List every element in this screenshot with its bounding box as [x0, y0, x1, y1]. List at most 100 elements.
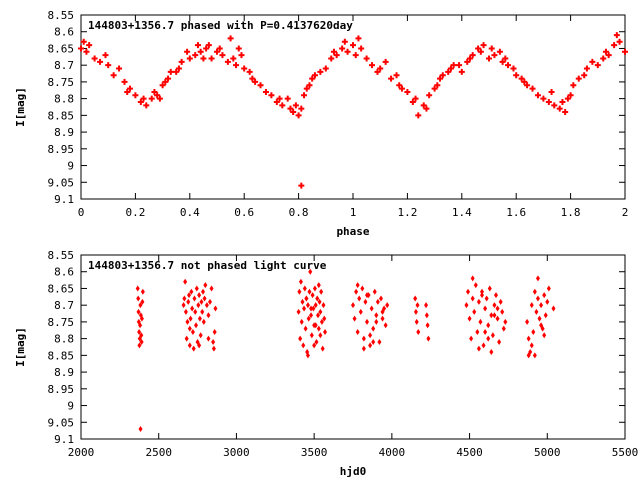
- data-point: [534, 308, 539, 315]
- data-point: [312, 285, 317, 292]
- data-point: [355, 35, 362, 42]
- data-point: [205, 42, 212, 49]
- data-point: [360, 285, 365, 292]
- data-point: [321, 302, 326, 309]
- data-point: [102, 52, 109, 59]
- data-point: [583, 65, 590, 72]
- data-point: [194, 285, 199, 292]
- data-points: [78, 32, 628, 189]
- data-point: [355, 328, 360, 335]
- data-point: [297, 288, 302, 295]
- x-tick-label: 3000: [223, 446, 250, 459]
- data-point: [298, 335, 303, 342]
- data-point: [503, 318, 508, 325]
- data-point: [374, 312, 379, 319]
- y-tick-label: 8.85: [48, 349, 75, 362]
- y-tick-label: 8.55: [48, 9, 75, 22]
- data-point: [124, 88, 131, 95]
- data-point: [148, 95, 155, 102]
- x-tick-label: 1.6: [506, 206, 526, 219]
- data-point: [537, 315, 542, 322]
- x-tick-label: 5000: [534, 446, 561, 459]
- data-point: [313, 302, 318, 309]
- data-point: [546, 285, 551, 292]
- x-tick-label: 0.4: [180, 206, 200, 219]
- data-point: [189, 288, 194, 295]
- data-point: [208, 298, 213, 305]
- data-point: [194, 42, 201, 49]
- x-tick-label: 2000: [68, 446, 95, 459]
- data-point: [380, 315, 385, 322]
- data-point: [450, 62, 457, 69]
- chart-title: 144803+1356.7 phased with P=0.4137620day: [88, 19, 353, 32]
- data-point: [328, 55, 335, 62]
- y-tick-label: 9.05: [48, 176, 75, 189]
- data-point: [368, 342, 373, 349]
- data-point: [238, 52, 245, 59]
- data-point: [502, 55, 509, 62]
- y-tick-label: 8.55: [48, 249, 75, 262]
- data-point: [317, 298, 322, 305]
- data-point: [424, 302, 429, 309]
- data-point: [194, 322, 199, 329]
- data-point: [213, 305, 218, 312]
- data-point: [303, 85, 310, 92]
- data-point: [140, 95, 147, 102]
- y-tick-label: 8.6: [54, 266, 74, 279]
- data-point: [309, 312, 314, 319]
- x-tick-label: 2: [622, 206, 629, 219]
- data-point: [154, 92, 161, 99]
- data-point: [165, 75, 172, 82]
- data-point: [518, 75, 525, 82]
- data-point: [83, 48, 90, 55]
- x-tick-label: 1.4: [452, 206, 472, 219]
- data-point: [136, 308, 141, 315]
- data-point: [203, 282, 208, 289]
- data-point: [570, 82, 577, 89]
- y-axis-ticks: 8.55 8.6 8.65 8.7 8.75 8.8 8.85 8.9 8.95 9 9.05 9.1: [48, 9, 625, 206]
- data-point: [458, 68, 465, 75]
- data-point: [219, 52, 226, 59]
- data-point: [510, 65, 517, 72]
- data-point: [486, 322, 491, 329]
- data-point: [481, 342, 486, 349]
- data-point: [202, 295, 207, 302]
- data-point: [413, 308, 418, 315]
- data-point: [300, 298, 305, 305]
- data-point: [434, 82, 441, 89]
- data-point: [183, 278, 188, 285]
- data-point: [382, 58, 389, 65]
- y-tick-label: 8.65: [48, 282, 75, 295]
- data-point: [486, 335, 491, 342]
- data-point: [416, 328, 421, 335]
- data-point: [185, 318, 190, 325]
- data-point: [420, 102, 427, 109]
- data-point: [605, 52, 612, 59]
- data-point: [486, 55, 492, 62]
- data-point: [567, 92, 574, 99]
- data-point: [526, 335, 531, 342]
- data-point: [121, 78, 128, 85]
- y-tick-label: 9: [67, 160, 74, 173]
- data-point: [316, 312, 321, 319]
- data-point: [393, 72, 400, 79]
- data-point: [156, 95, 163, 102]
- plot-frame: [80, 254, 626, 440]
- data-point: [425, 322, 430, 329]
- x-tick-label: 1.8: [561, 206, 581, 219]
- data-point: [315, 295, 320, 302]
- data-point: [200, 55, 207, 62]
- data-point: [529, 342, 534, 349]
- data-point: [539, 302, 544, 309]
- data-point: [323, 328, 328, 335]
- data-point: [372, 288, 377, 295]
- data-point: [431, 85, 438, 92]
- data-point: [257, 82, 264, 89]
- data-point: [447, 65, 454, 72]
- data-point: [227, 35, 234, 42]
- data-point: [487, 285, 492, 292]
- data-point: [361, 335, 366, 342]
- data-point: [396, 82, 403, 89]
- data-point: [299, 318, 304, 325]
- data-point: [322, 315, 327, 322]
